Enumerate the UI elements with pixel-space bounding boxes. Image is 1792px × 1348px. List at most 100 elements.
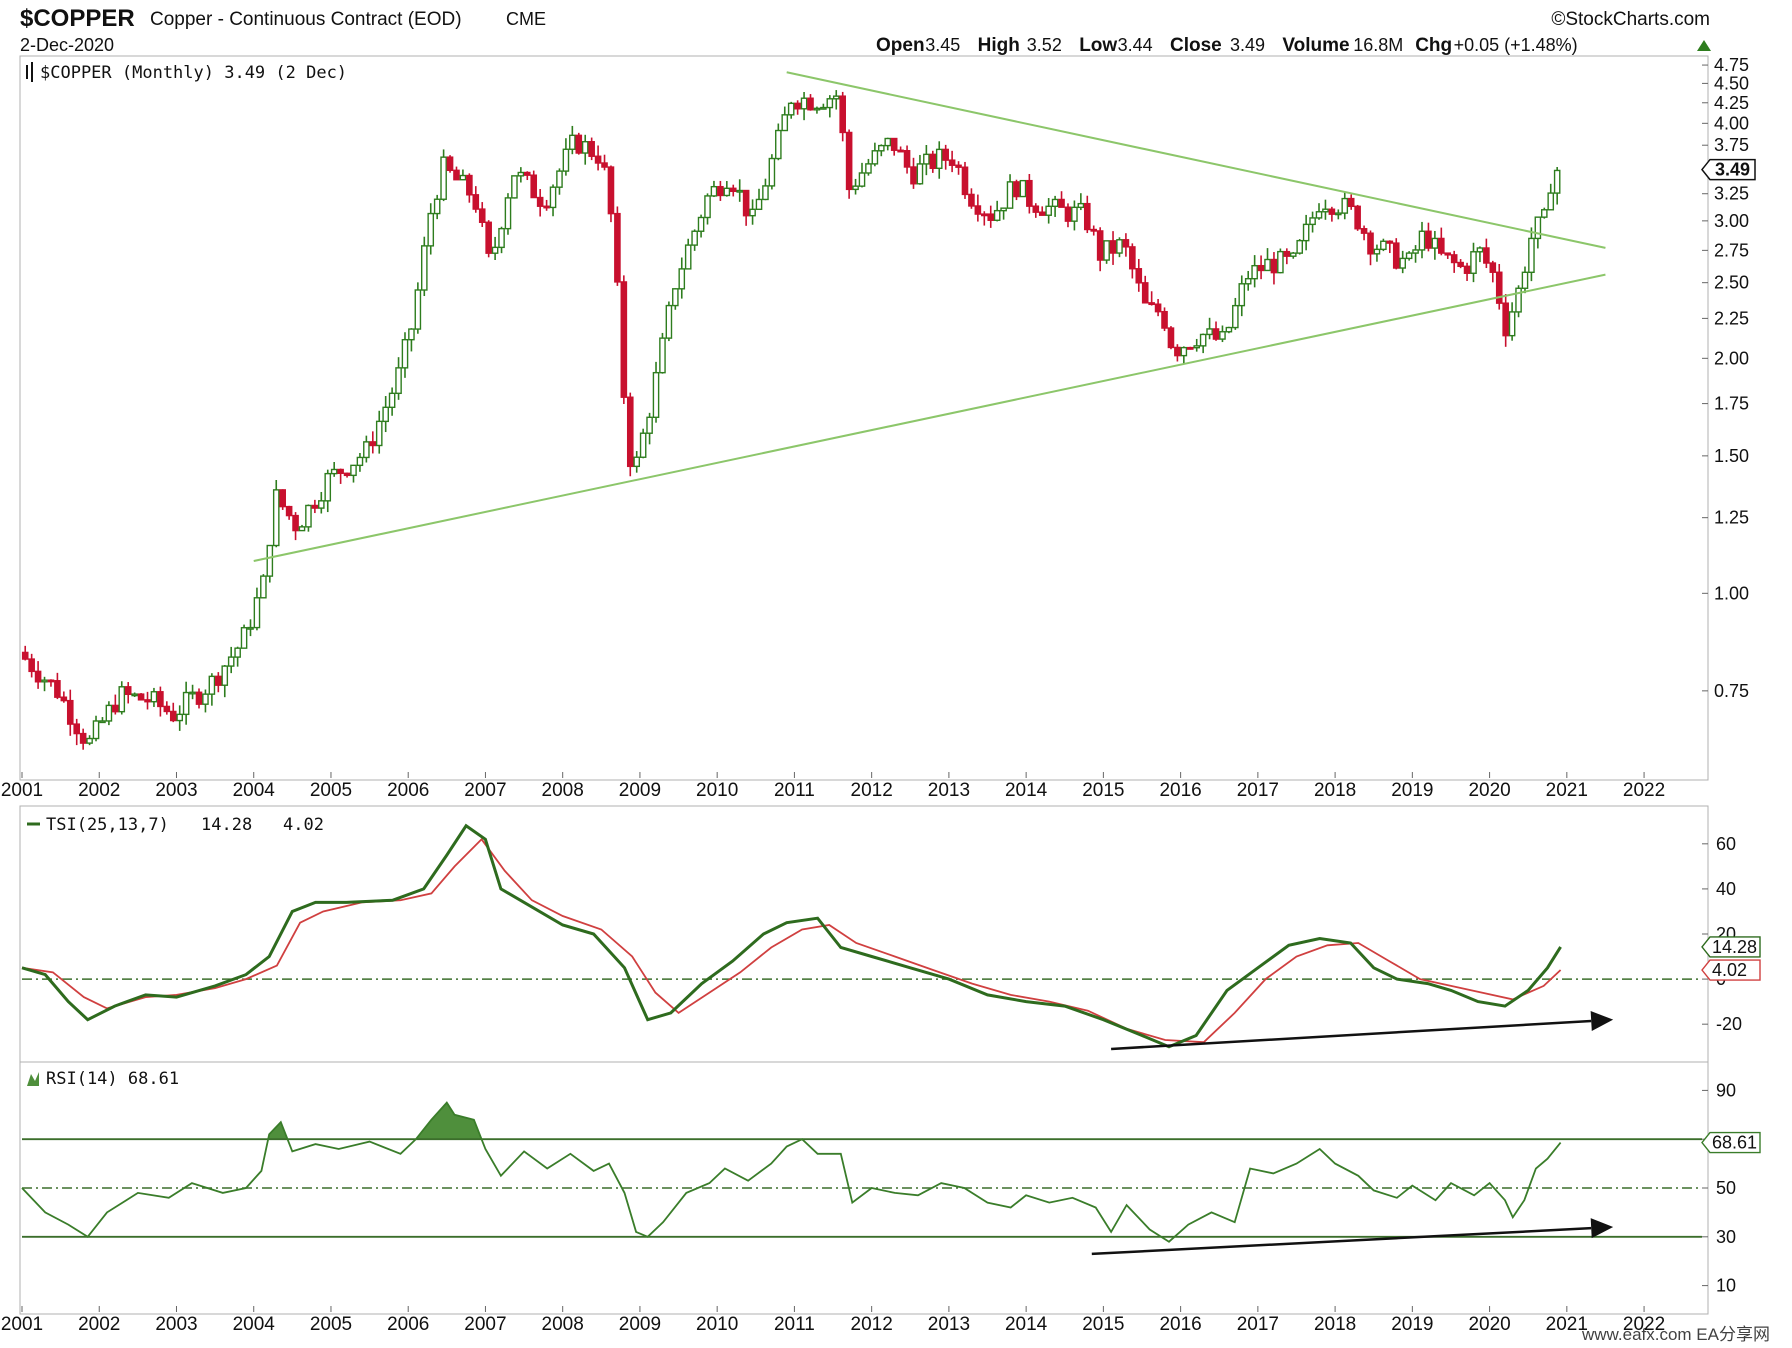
xaxis-top-tick-label: 2016 <box>1159 780 1201 801</box>
tsi-lines: 14.28 4.02 <box>21 823 1761 1049</box>
candle-body-up <box>182 691 190 716</box>
candle-body-up <box>1277 250 1284 274</box>
candle-body-down <box>478 208 486 223</box>
rsi-ytick-label: 10 <box>1716 1276 1736 1296</box>
candle-body-up <box>1335 212 1342 216</box>
tsi-ytick-label: 40 <box>1716 879 1736 899</box>
candle-body-up <box>1193 345 1201 349</box>
candle-body-down <box>73 723 81 735</box>
candle-body-down <box>485 221 492 254</box>
candle-body-down <box>1425 230 1432 249</box>
candle-body-up <box>440 156 447 200</box>
candle-body-down <box>1212 328 1220 340</box>
candle-body-up <box>1380 240 1387 251</box>
tsi-main-line <box>21 823 1562 1049</box>
candle-body-up <box>86 737 93 744</box>
price-ytick-label: 3.00 <box>1714 211 1749 231</box>
candle-body-up <box>221 665 229 686</box>
candle-body-up <box>1238 283 1246 307</box>
ohlc-row: Open 3.45 High 3.52 Low 3.44 Close 3.49 Volume 16… <box>876 35 1578 56</box>
candle-body-down <box>948 159 956 166</box>
candle-body-down <box>279 489 286 508</box>
tsi-panel-frame <box>19 805 1709 1063</box>
xaxis-bottom-tick-label: 2002 <box>78 1314 120 1335</box>
candle-body-up <box>1019 179 1027 198</box>
xaxis-bottom-tick-label: 2012 <box>851 1314 893 1335</box>
candle-body-down <box>601 162 608 168</box>
tsi-value-box <box>1701 936 1761 958</box>
candle-body-up <box>272 489 280 547</box>
tsi-legend: TSI(25,13,7) 14.28 4.02 <box>27 815 324 835</box>
candle-body-up <box>549 186 557 209</box>
xaxis-bottom-tick-label: 2022 <box>1623 1314 1665 1335</box>
candle-body-up <box>1219 331 1226 340</box>
up-triangle-icon <box>1697 40 1711 51</box>
candle-body-down <box>54 680 61 698</box>
ohlc-value-2: 3.44 <box>1118 35 1153 55</box>
candle-body-down <box>124 686 132 696</box>
candle-body-down <box>1495 271 1503 304</box>
candle-body-down <box>1450 254 1458 264</box>
xaxis-bottom-tick-label: 2006 <box>387 1314 429 1335</box>
candle-body-down <box>1392 242 1400 269</box>
xaxis-bottom-tick-label: 2007 <box>464 1314 506 1335</box>
candle-body-up <box>234 647 241 658</box>
xaxis-bottom-tick-label: 2021 <box>1546 1314 1588 1335</box>
candle-body-down <box>163 705 171 713</box>
price-ytick-label: 2.25 <box>1714 308 1749 328</box>
candle-body-down <box>742 189 750 217</box>
candle-body-up <box>240 627 248 649</box>
candle-body-up <box>1071 206 1078 222</box>
candle-body-up <box>710 185 718 197</box>
xaxis-top-tick-label: 2017 <box>1237 780 1279 801</box>
candle-body-down <box>1038 211 1046 216</box>
candle-body-down <box>594 155 602 164</box>
candle-body-down <box>144 699 151 703</box>
candle-body-down <box>292 514 299 532</box>
candle-body-up <box>1521 271 1529 289</box>
candle-body-up <box>330 468 338 475</box>
candle-body-up <box>1476 247 1484 253</box>
candle-body-up <box>202 693 209 705</box>
xaxis-top-tick-label: 2005 <box>310 780 352 801</box>
trendlines <box>253 71 1606 562</box>
candle-body-down <box>1483 247 1490 264</box>
candle-body-up <box>208 675 216 695</box>
candle-body-down <box>215 675 222 686</box>
xaxis-top-tick-label: 2021 <box>1546 780 1588 801</box>
candle-body-down <box>60 696 68 702</box>
xaxis-top-tick-label: 2002 <box>78 780 120 801</box>
price-panel-title: $COPPER (Monthly) 3.49 (2 Dec) <box>40 63 347 83</box>
candle-body-up <box>826 98 834 109</box>
candle-body-up <box>517 171 525 177</box>
candle-body-down <box>1167 327 1175 349</box>
candle-body-up <box>459 174 467 181</box>
tsi-arrow-head <box>1590 1010 1614 1031</box>
candle-body-down <box>1141 282 1149 304</box>
candle-body-down <box>620 281 628 398</box>
candle-body-up <box>1264 258 1271 272</box>
ohlc-value-0: 3.45 <box>925 35 960 55</box>
candle-body-down <box>1064 206 1072 222</box>
candle-body-up <box>498 227 505 249</box>
candle-body-down <box>890 137 898 151</box>
candle-body-down <box>472 194 480 210</box>
candle-body-down <box>446 156 454 172</box>
price-legend: $COPPER (Monthly) 3.49 (2 Dec) <box>26 62 347 83</box>
candle-body-up <box>1309 217 1316 226</box>
rsi-overbought-fill <box>268 1102 482 1140</box>
candle-body-down <box>195 691 203 705</box>
candle-body-up <box>775 129 782 160</box>
candle-body-down <box>1122 239 1130 248</box>
candle-body-up <box>1244 277 1252 285</box>
candle-body-up <box>395 367 402 395</box>
candle-body-up <box>41 679 48 683</box>
candle-body-down <box>1438 237 1445 254</box>
candle-body-up <box>672 288 679 307</box>
candle-body-down <box>1283 250 1291 257</box>
candle-body-up <box>1399 257 1406 269</box>
xaxis-bottom-tick-label: 2001 <box>1 1314 43 1335</box>
candle-body-up <box>105 704 113 722</box>
candle-body-up <box>1251 264 1258 280</box>
candle-body-up <box>1006 181 1014 209</box>
